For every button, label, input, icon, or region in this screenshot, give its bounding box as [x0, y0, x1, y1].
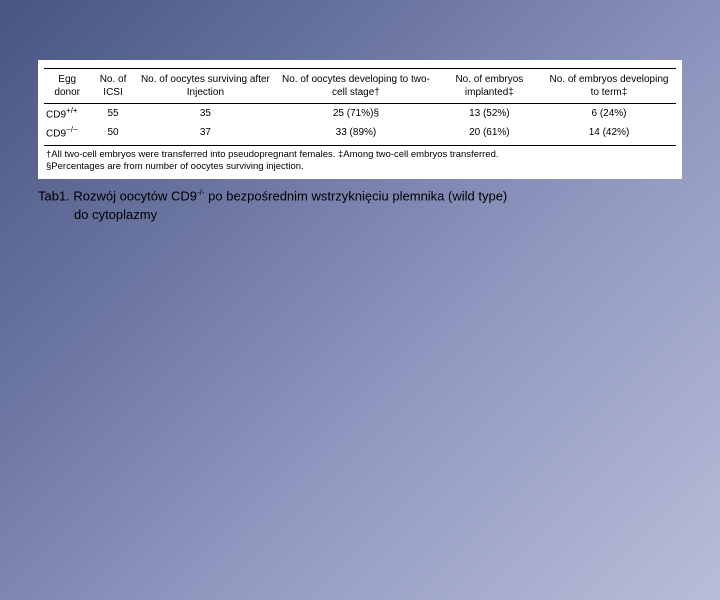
- caption-line2: do cytoplazmy: [38, 206, 682, 224]
- cell-donor: CD9+/+: [44, 104, 90, 124]
- col-header-donor: Egg donor: [44, 69, 90, 104]
- caption: Tab1. Rozwój oocytów CD9-/- po bezpośred…: [38, 187, 682, 224]
- table-container: Egg donor No. of ICSI No. of oocytes sur…: [38, 60, 682, 179]
- caption-rest: po bezpośrednim wstrzyknięciu plemnika (…: [205, 189, 508, 204]
- cell-surviving: 35: [136, 104, 275, 124]
- cell-term: 6 (24%): [542, 104, 676, 124]
- header-row: Egg donor No. of ICSI No. of oocytes sur…: [44, 69, 676, 104]
- donor-base: CD9: [46, 129, 66, 140]
- caption-prefix: Tab1. Rozwój oocytów CD9: [38, 189, 197, 204]
- col-header-term: No. of embryos developing to term‡: [542, 69, 676, 104]
- table-row: CD9−/− 50 37 33 (89%) 20 (61%) 14 (42%): [44, 123, 676, 144]
- col-header-implanted: No. of embryos implanted‡: [437, 69, 542, 104]
- donor-base: CD9: [46, 109, 66, 120]
- col-header-surviving: No. of oocytes surviving after Injection: [136, 69, 275, 104]
- caption-line1: Tab1. Rozwój oocytów CD9-/- po bezpośred…: [38, 187, 682, 206]
- table-row: CD9+/+ 55 35 25 (71%)§ 13 (52%) 6 (24%): [44, 104, 676, 124]
- footnote-line: †All two-cell embryos were transferred i…: [46, 149, 674, 161]
- cell-icsi: 50: [90, 123, 135, 144]
- cell-implanted: 13 (52%): [437, 104, 542, 124]
- cell-term: 14 (42%): [542, 123, 676, 144]
- data-table: Egg donor No. of ICSI No. of oocytes sur…: [44, 68, 676, 145]
- cell-surviving: 37: [136, 123, 275, 144]
- cell-donor: CD9−/−: [44, 123, 90, 144]
- cell-twocell: 25 (71%)§: [275, 104, 437, 124]
- footnote-line: §Percentages are from number of oocytes …: [46, 161, 674, 173]
- caption-sup: -/-: [197, 188, 205, 197]
- cell-implanted: 20 (61%): [437, 123, 542, 144]
- footnotes: †All two-cell embryos were transferred i…: [44, 145, 676, 174]
- donor-sup: −/−: [66, 125, 78, 134]
- cell-twocell: 33 (89%): [275, 123, 437, 144]
- col-header-icsi: No. of ICSI: [90, 69, 135, 104]
- cell-icsi: 55: [90, 104, 135, 124]
- donor-sup: +/+: [66, 106, 78, 115]
- col-header-twocell: No. of oocytes developing to two-cell st…: [275, 69, 437, 104]
